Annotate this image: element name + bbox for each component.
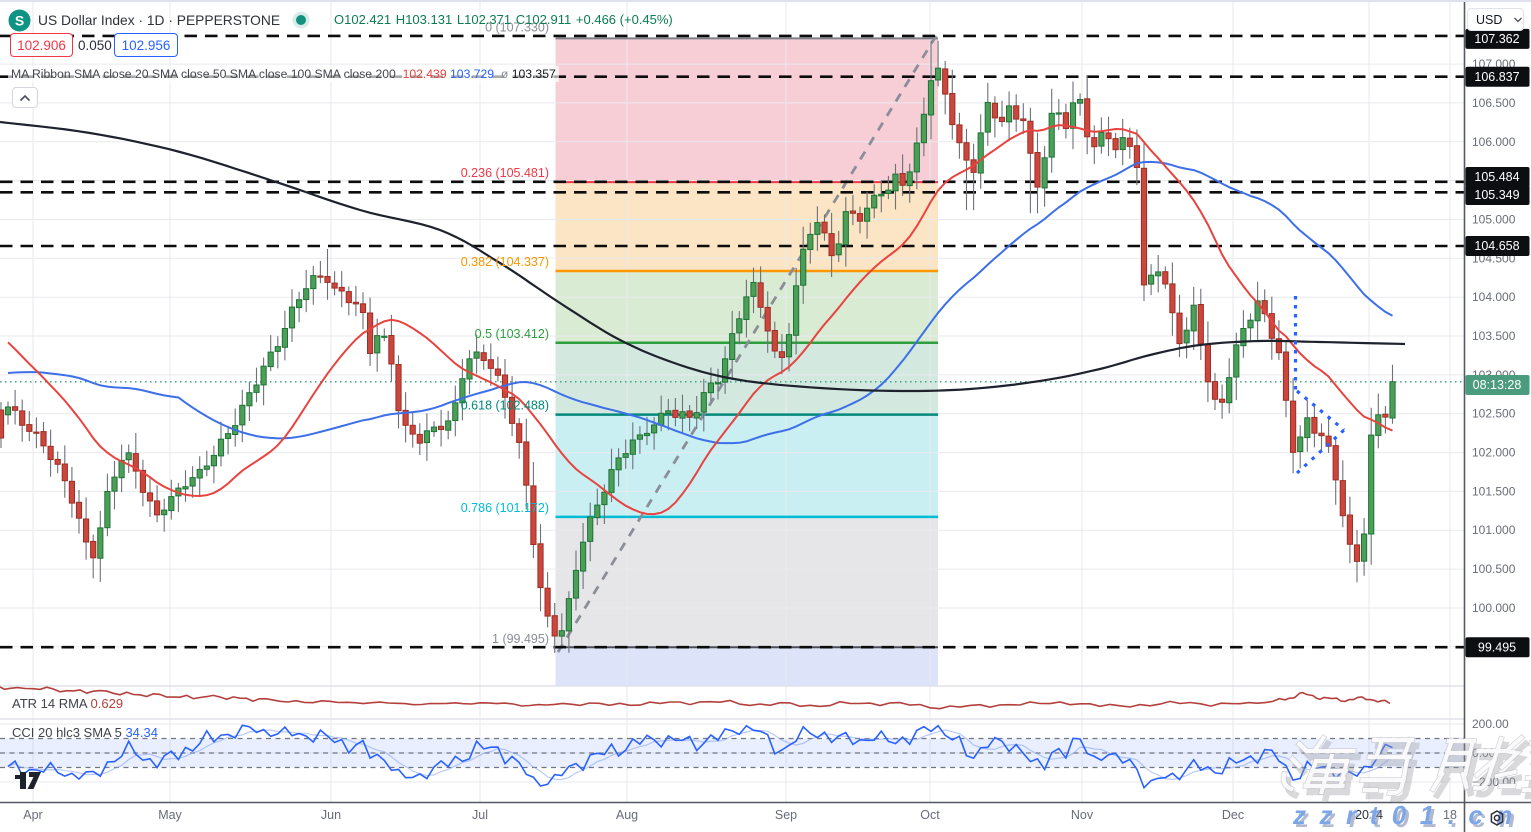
- svg-text:Apr: Apr: [23, 808, 42, 822]
- svg-text:Dec: Dec: [1222, 808, 1244, 822]
- svg-text:2024: 2024: [1355, 808, 1383, 822]
- svg-text:CCI 20 hlc3 SMA 5 34.34: CCI 20 hlc3 SMA 5 34.34: [12, 725, 158, 740]
- svg-text:99.495: 99.495: [1478, 640, 1516, 654]
- svg-text:0.5 (103.412): 0.5 (103.412): [475, 327, 549, 341]
- svg-text:Jun: Jun: [321, 808, 341, 822]
- svg-text:105.349: 105.349: [1474, 188, 1519, 202]
- svg-text:107.362: 107.362: [1474, 32, 1519, 46]
- svg-text:08:13:28: 08:13:28: [1473, 378, 1522, 392]
- svg-text:104.000: 104.000: [1472, 290, 1516, 304]
- svg-text:100.500: 100.500: [1472, 562, 1516, 576]
- svg-text:106.000: 106.000: [1472, 135, 1516, 149]
- svg-text:103.500: 103.500: [1472, 329, 1516, 343]
- svg-text:105.000: 105.000: [1472, 213, 1516, 227]
- svg-text:Aug: Aug: [616, 808, 638, 822]
- svg-text:Oct: Oct: [920, 808, 940, 822]
- svg-text:101.500: 101.500: [1472, 484, 1516, 498]
- svg-text:Nov: Nov: [1071, 808, 1094, 822]
- svg-text:200.00: 200.00: [1472, 717, 1509, 731]
- svg-text:May: May: [158, 808, 182, 822]
- svg-text:18: 18: [1443, 808, 1457, 822]
- svg-text:ATR 14 RMA 0.629: ATR 14 RMA 0.629: [12, 696, 123, 711]
- svg-text:106.500: 106.500: [1472, 96, 1516, 110]
- svg-text:104.658: 104.658: [1474, 239, 1519, 253]
- svg-text:1 (99.495): 1 (99.495): [492, 632, 549, 646]
- svg-text:100.000: 100.000: [1472, 601, 1516, 615]
- svg-text:0.382 (104.337): 0.382 (104.337): [461, 255, 549, 269]
- svg-text:0.236 (105.481): 0.236 (105.481): [461, 166, 549, 180]
- svg-text:0.618 (102.488): 0.618 (102.488): [461, 399, 549, 413]
- svg-text:102.500: 102.500: [1472, 407, 1516, 421]
- svg-text:105.484: 105.484: [1474, 170, 1519, 184]
- svg-text:102.000: 102.000: [1472, 446, 1516, 460]
- svg-text:S: S: [15, 12, 24, 28]
- svg-text:0 (107.330): 0 (107.330): [485, 20, 549, 34]
- svg-text:101.000: 101.000: [1472, 523, 1516, 537]
- svg-text:Sep: Sep: [775, 808, 797, 822]
- svg-text:0.786 (101.172): 0.786 (101.172): [461, 501, 549, 515]
- svg-text:106.837: 106.837: [1474, 70, 1519, 84]
- svg-text:Jul: Jul: [472, 808, 488, 822]
